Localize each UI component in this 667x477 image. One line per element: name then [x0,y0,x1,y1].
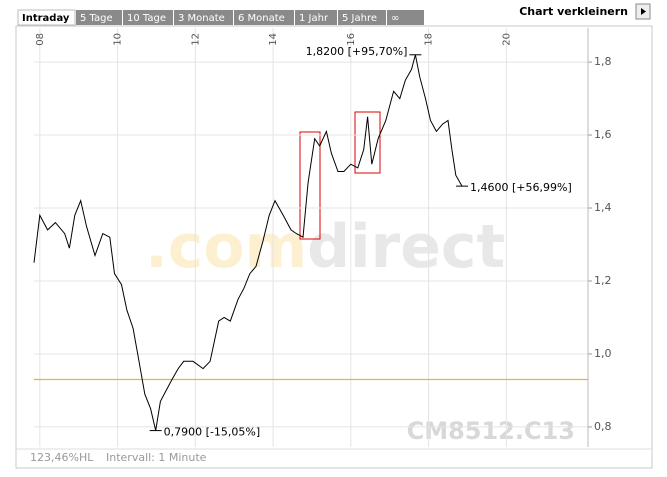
tab[interactable]: 5 Jahre [338,10,386,25]
y-tick-label: 1,8 [594,55,612,68]
tab[interactable]: Intraday [17,9,76,26]
tab-background [387,10,424,25]
footer-label: 123,46%HL [30,451,94,464]
resize-button-arrow [641,8,646,15]
x-tick-label: 18 [424,33,435,46]
tab-label[interactable]: 10 Tage [127,13,166,24]
watermark-part: direct [307,212,505,282]
y-tick-label: 1,0 [594,347,612,360]
watermark: .comdirect [145,212,505,282]
tab[interactable]: 6 Monate [234,10,294,25]
y-tick-label: 1,2 [594,274,612,287]
annotation: 1,4600 [+56,99%] [470,181,572,194]
resize-button-label[interactable]: Chart verkleinern [519,5,628,18]
instrument-code: CM8512.C13 [407,417,575,445]
x-tick-label: 16 [346,33,357,46]
tab-background [295,10,337,25]
tab-background [76,10,122,25]
tab-label[interactable]: 5 Jahre [342,13,377,24]
y-tick-label: 0,8 [594,420,612,433]
tab-label[interactable]: 1 Jahr [299,13,329,24]
footer-bar [17,449,651,467]
tab-label[interactable]: Intraday [22,13,70,24]
tab-label[interactable]: 5 Tage [80,13,113,24]
x-tick-label: 20 [501,33,512,46]
x-tick-label: 08 [35,33,46,46]
annotation: 0,7900 [-15,05%] [164,426,260,439]
highlight-box [299,131,321,240]
tab[interactable]: ∞ [387,10,424,25]
watermark-part: .com [145,212,307,282]
tab-background [17,9,76,26]
tab-bar: Intraday 5 Tage 10 Tage 3 Monate 6 Monate 1 J… [17,9,424,26]
tab-background [338,10,386,25]
chart-frame [15,25,653,469]
y-tick-label: 1,4 [594,201,612,214]
x-tick-label: 10 [113,33,124,46]
tab-background [174,10,233,25]
tab-label[interactable]: 3 Monate [178,13,225,24]
tab[interactable]: 5 Tage [76,10,122,25]
y-tick-label: 1,6 [594,128,612,141]
tab-label[interactable]: ∞ [391,13,399,24]
tab-label[interactable]: 6 Monate [238,13,285,24]
tab[interactable]: 1 Jahr [295,10,337,25]
price-line [33,54,463,431]
annotation: 1,8200 [+95,70%] [306,45,408,58]
x-tick-label: 12 [190,33,201,46]
tab[interactable]: 3 Monate [174,10,233,25]
footer-label: Intervall: 1 Minute [106,451,207,464]
tab-background [234,10,294,25]
tab[interactable]: 10 Tage [123,10,173,25]
highlight-box [354,111,381,174]
tab-background [123,10,173,25]
x-tick-label: 14 [268,33,279,46]
